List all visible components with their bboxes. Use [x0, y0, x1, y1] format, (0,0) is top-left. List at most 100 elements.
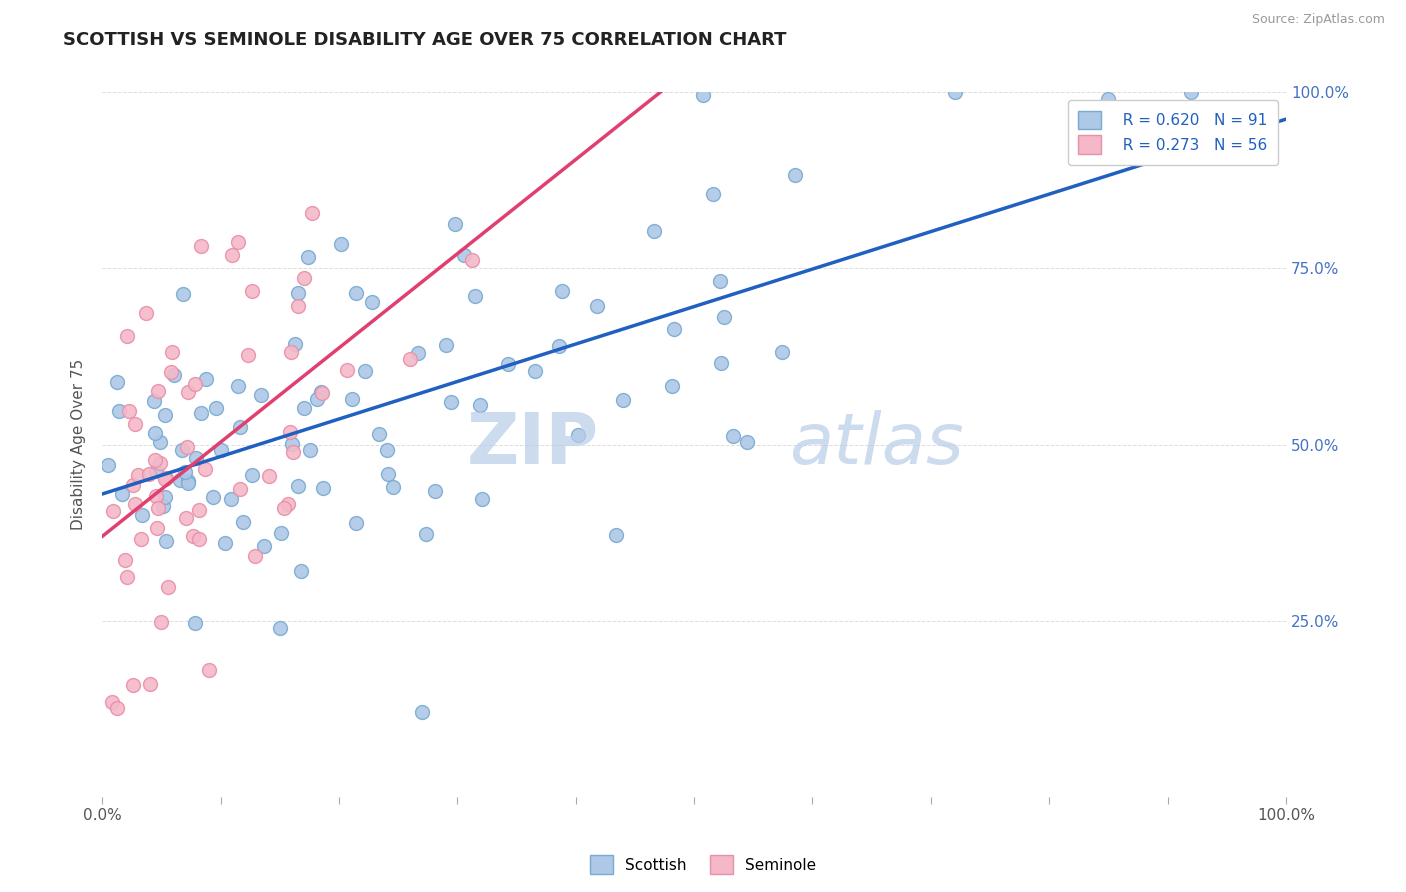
Point — [152, 500, 174, 514]
Point — [219, 491, 242, 506]
Point — [336, 363, 359, 377]
Point — [153, 472, 176, 486]
Point — [281, 437, 304, 451]
Point — [169, 473, 191, 487]
Point — [204, 401, 226, 415]
Point — [382, 480, 405, 494]
Point — [240, 467, 263, 482]
Point — [292, 270, 315, 285]
Point — [344, 285, 367, 300]
Point — [149, 456, 172, 470]
Point — [277, 498, 299, 512]
Point — [122, 678, 145, 692]
Point — [1097, 92, 1119, 106]
Point — [444, 217, 467, 231]
Point — [692, 87, 714, 102]
Point — [367, 427, 389, 442]
Point — [111, 486, 134, 500]
Point — [143, 452, 166, 467]
Point — [155, 534, 177, 549]
Point — [146, 384, 169, 398]
Point — [118, 404, 141, 418]
Point — [138, 677, 160, 691]
Point — [184, 376, 207, 391]
Point — [329, 237, 352, 252]
Point — [243, 549, 266, 564]
Point — [153, 408, 176, 422]
Point — [155, 471, 177, 485]
Point — [353, 364, 375, 378]
Point — [108, 404, 131, 418]
Point — [131, 508, 153, 523]
Point — [612, 392, 634, 407]
Point — [284, 337, 307, 351]
Point — [250, 388, 273, 402]
Point — [496, 357, 519, 371]
Point — [280, 344, 302, 359]
Point — [229, 419, 252, 434]
Point — [943, 86, 966, 100]
Point — [194, 462, 217, 476]
Point — [297, 250, 319, 264]
Point — [377, 467, 399, 481]
Text: Source: ZipAtlas.com: Source: ZipAtlas.com — [1251, 13, 1385, 27]
Point — [307, 392, 329, 407]
Point — [221, 247, 243, 261]
Point — [721, 429, 744, 443]
Point — [269, 621, 291, 635]
Point — [190, 239, 212, 253]
Point — [270, 526, 292, 541]
Point — [453, 248, 475, 262]
Point — [127, 468, 149, 483]
Point — [122, 477, 145, 491]
Point — [710, 356, 733, 370]
Point — [146, 500, 169, 515]
Point — [605, 528, 627, 542]
Point — [434, 338, 457, 352]
Legend: Scottish, Seminole: Scottish, Seminole — [583, 849, 823, 880]
Point — [195, 372, 218, 386]
Point — [440, 395, 463, 409]
Point — [177, 475, 200, 489]
Point — [115, 570, 138, 584]
Point — [312, 481, 335, 495]
Point — [299, 442, 322, 457]
Point — [1180, 86, 1202, 100]
Point — [105, 701, 128, 715]
Point — [143, 425, 166, 440]
Point — [160, 345, 183, 359]
Point — [290, 564, 312, 578]
Point — [713, 310, 735, 325]
Text: ZIP: ZIP — [467, 410, 599, 479]
Point — [101, 504, 124, 518]
Point — [783, 168, 806, 182]
Point — [735, 434, 758, 449]
Text: SCOTTISH VS SEMINOLE DISABILITY AGE OVER 75 CORRELATION CHART: SCOTTISH VS SEMINOLE DISABILITY AGE OVER… — [63, 31, 787, 49]
Legend:   R = 0.620   N = 91,   R = 0.273   N = 56: R = 0.620 N = 91, R = 0.273 N = 56 — [1067, 100, 1278, 165]
Point — [551, 284, 574, 298]
Point — [170, 443, 193, 458]
Point — [101, 696, 124, 710]
Point — [547, 339, 569, 353]
Point — [157, 580, 180, 594]
Point — [240, 285, 263, 299]
Point — [585, 299, 607, 313]
Point — [278, 425, 301, 440]
Point — [273, 501, 295, 516]
Point — [311, 386, 333, 401]
Point — [149, 615, 172, 629]
Point — [187, 503, 209, 517]
Point — [257, 469, 280, 483]
Point — [411, 705, 433, 719]
Point — [153, 490, 176, 504]
Point — [105, 375, 128, 389]
Point — [281, 445, 304, 459]
Point — [190, 406, 212, 420]
Point — [664, 321, 686, 335]
Point — [470, 398, 492, 412]
Point — [229, 483, 252, 497]
Point — [145, 488, 167, 502]
Point — [406, 346, 429, 360]
Point — [97, 458, 120, 472]
Point — [702, 187, 724, 202]
